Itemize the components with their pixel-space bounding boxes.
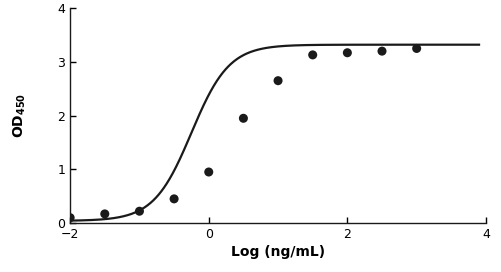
Point — [239, 116, 247, 120]
Point — [170, 197, 178, 201]
Point — [66, 215, 74, 220]
Point — [205, 170, 213, 174]
Point — [135, 209, 143, 214]
Text: $\mathregular{OD_{450}}$: $\mathregular{OD_{450}}$ — [12, 93, 29, 138]
Point — [309, 53, 317, 57]
Point — [413, 46, 421, 51]
Point — [378, 49, 386, 53]
Point — [343, 51, 351, 55]
X-axis label: Log (ng/mL): Log (ng/mL) — [231, 245, 325, 259]
Point — [101, 212, 109, 216]
Point — [274, 79, 282, 83]
